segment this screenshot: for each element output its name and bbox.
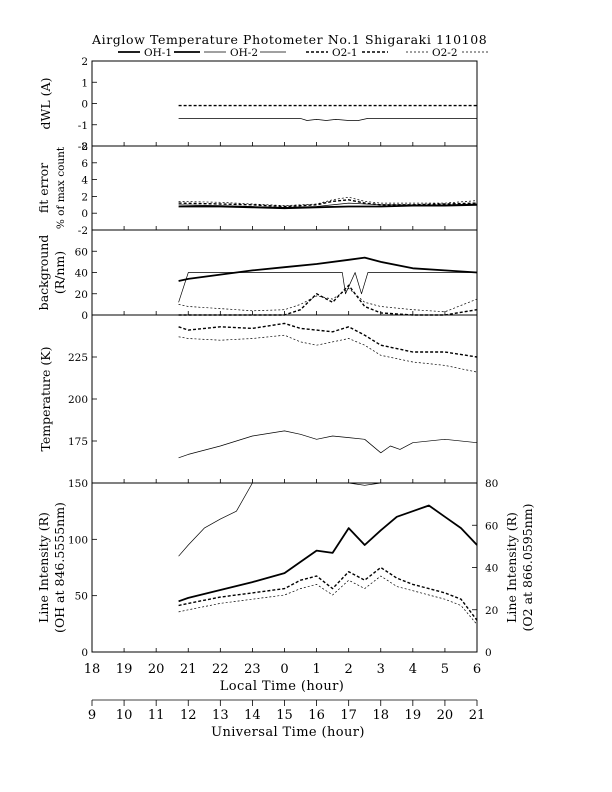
series-bkg-oh-2 xyxy=(178,272,477,303)
legend: OH-1 OH-2 O2-1 O2-2 xyxy=(118,47,488,59)
chart-title: Airglow Temperature Photometer No.1 Shig… xyxy=(91,32,487,47)
ytick-label: 100 xyxy=(68,534,88,546)
local-time-tick-label: 1 xyxy=(312,662,320,677)
panel-frame-temp xyxy=(91,314,478,484)
ylabel-dwl: dWL (A) xyxy=(38,78,53,130)
series-int-oh-1 xyxy=(178,504,478,603)
universal-time-tick-label: 10 xyxy=(116,708,133,723)
right-ylabel2: (O2 at 866.0595nm) xyxy=(520,504,535,632)
local-time-tick-label: 5 xyxy=(441,662,449,677)
ylabel-int: Line Intensity (R) xyxy=(36,512,51,623)
ytick-label: 0 xyxy=(81,99,88,111)
local-time-tick-label: 18 xyxy=(84,662,101,677)
local-time-tick-label: 2 xyxy=(345,662,353,677)
local-time-tick-label: 20 xyxy=(148,662,165,677)
ytick-label: 225 xyxy=(68,352,88,364)
ylabel2-fit: % of max count xyxy=(55,146,67,229)
ytick-label: 40 xyxy=(75,268,88,280)
ytick-label: 8 xyxy=(81,141,88,153)
panel-frame-dwl xyxy=(91,60,478,147)
plot-panels: -2 -1 0 1 2 dWL (A) -2 0 2 4 6 8 fit error % of max c… xyxy=(36,56,535,659)
series-bkg-oh-1 xyxy=(178,256,478,282)
ytick-label: -2 xyxy=(78,225,88,237)
series-temp-oh-2 xyxy=(178,430,478,459)
series-int-o2-2 xyxy=(178,575,478,625)
universal-time-tick-label: 17 xyxy=(340,708,357,723)
series-fit-oh-1 xyxy=(178,203,478,210)
series-dwl-oh-2 xyxy=(178,118,477,121)
universal-time-tick-label: 12 xyxy=(180,708,197,723)
ytick-label: 0 xyxy=(81,310,88,322)
universal-time-tick-label: 18 xyxy=(372,708,389,723)
ytick-label: 4 xyxy=(81,175,88,187)
right-ytick-label: 40 xyxy=(485,563,498,575)
ytick-label: 20 xyxy=(75,289,88,301)
ylabel2-int: (OH at 846.5555nm) xyxy=(52,502,67,633)
panel-bkg: 0 20 40 60 background (R/nm) xyxy=(36,229,478,322)
panel-frame-fit xyxy=(91,145,478,231)
universal-time-axis-label: Universal Time (hour) xyxy=(211,725,365,740)
local-time-tick-label: 22 xyxy=(212,662,229,677)
right-ytick-label: 20 xyxy=(485,605,498,617)
series-bkg-o2-2 xyxy=(178,288,478,313)
right-ytick-label: 60 xyxy=(485,520,498,532)
universal-time-tick-label: 9 xyxy=(88,708,96,723)
right-ylabel: Line Intensity (R) xyxy=(504,512,519,623)
series-fit-o2-2 xyxy=(178,196,478,206)
ytick-label: 0 xyxy=(81,647,88,659)
local-time-tick-label: 21 xyxy=(180,662,197,677)
series-bkg-o2-1 xyxy=(178,284,478,316)
series-fit-o2-1 xyxy=(178,199,478,208)
universal-time-tick-label: 15 xyxy=(276,708,293,723)
series-temp-o2-2 xyxy=(178,334,478,373)
x-axes: 18 19 20 21 22 23 0 1 2 3 4 5 69 10 11 12 13 14 15 16 17 18 19… xyxy=(84,662,486,723)
universal-time-tick-label: 14 xyxy=(244,708,261,723)
local-time-axis-label: Local Time (hour) xyxy=(220,679,345,694)
local-time-tick-label: 3 xyxy=(377,662,385,677)
universal-time-tick-label: 11 xyxy=(148,708,165,723)
ytick-label: 2 xyxy=(81,56,88,68)
universal-time-tick-label: 16 xyxy=(308,708,325,723)
local-time-tick-label: 4 xyxy=(409,662,417,677)
ylabel2-bkg: (R/nm) xyxy=(52,251,67,294)
local-time-tick-label: 6 xyxy=(473,662,481,677)
ytick-label: 50 xyxy=(75,591,88,603)
series-temp-o2-1 xyxy=(178,322,478,358)
right-ytick-label: 80 xyxy=(485,478,498,490)
ytick-label: 2 xyxy=(81,191,88,203)
series-int-o2-1 xyxy=(178,566,478,621)
legend-label-o2-2: O2-2 xyxy=(432,47,458,59)
ytick-label: -1 xyxy=(78,120,88,132)
universal-time-tick-label: 19 xyxy=(405,708,422,723)
local-time-tick-label: 0 xyxy=(280,662,288,677)
ytick-label: 60 xyxy=(75,246,88,258)
panel-dwl: -2 -1 0 1 2 dWL (A) xyxy=(38,56,478,153)
series-int-oh-2 xyxy=(178,482,477,557)
ytick-label: 6 xyxy=(81,158,88,170)
legend-label-oh-1: OH-1 xyxy=(144,47,172,59)
ytick-label: 150 xyxy=(68,478,88,490)
panel-fit: -2 0 2 4 6 8 fit error % of max count xyxy=(36,141,478,237)
local-time-tick-label: 19 xyxy=(116,662,133,677)
universal-time-tick-label: 13 xyxy=(212,708,229,723)
universal-time-tick-label: 20 xyxy=(437,708,454,723)
ylabel-fit: fit error xyxy=(36,163,51,213)
universal-time-tick-label: 21 xyxy=(469,708,486,723)
legend-label-o2-1: O2-1 xyxy=(332,47,358,59)
legend-label-oh-2: OH-2 xyxy=(230,47,258,59)
ylabel-temp: Temperature (K) xyxy=(38,347,53,452)
ytick-label: 0 xyxy=(81,208,88,220)
ytick-label: 200 xyxy=(68,394,88,406)
panel-temp: 175 200 225 Temperature (K) xyxy=(38,314,478,484)
ytick-label: -2 xyxy=(78,141,88,153)
ytick-label: 1 xyxy=(81,77,88,89)
ylabel-bkg: background xyxy=(36,235,51,311)
local-time-tick-label: 23 xyxy=(244,662,261,677)
ytick-label: 175 xyxy=(68,436,88,448)
right-ytick-label: 0 xyxy=(485,647,492,659)
